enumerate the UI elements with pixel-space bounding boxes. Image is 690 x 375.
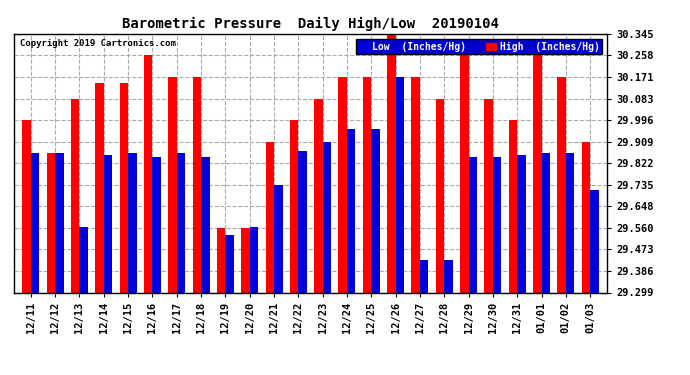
Bar	[31, 153, 39, 292]
Bar	[533, 55, 542, 292]
Bar	[323, 142, 331, 292]
Bar	[152, 157, 161, 292]
Bar	[484, 99, 493, 292]
Bar	[558, 77, 566, 292]
Bar	[104, 155, 112, 292]
Bar	[542, 153, 550, 292]
Bar	[590, 190, 599, 292]
Bar	[509, 120, 518, 292]
Bar	[22, 120, 31, 292]
Bar	[339, 77, 347, 292]
Bar	[241, 228, 250, 292]
Bar	[436, 99, 444, 292]
Bar	[55, 153, 63, 292]
Bar	[95, 83, 104, 292]
Bar	[71, 99, 79, 292]
Bar	[371, 129, 380, 292]
Bar	[469, 157, 477, 292]
Bar	[420, 260, 428, 292]
Bar	[314, 99, 323, 292]
Bar	[128, 153, 137, 292]
Bar	[347, 129, 355, 292]
Bar	[193, 77, 201, 292]
Bar	[144, 55, 152, 292]
Bar	[226, 236, 234, 292]
Bar	[177, 153, 185, 292]
Bar	[493, 157, 502, 292]
Bar	[411, 77, 420, 292]
Bar	[266, 142, 274, 292]
Bar	[119, 83, 128, 292]
Bar	[518, 155, 526, 292]
Bar	[168, 77, 177, 292]
Bar	[460, 55, 469, 292]
Bar	[444, 260, 453, 292]
Title: Barometric Pressure  Daily High/Low  20190104: Barometric Pressure Daily High/Low 20190…	[122, 17, 499, 31]
Bar	[363, 77, 371, 292]
Bar	[79, 227, 88, 292]
Bar	[274, 184, 282, 292]
Bar	[290, 120, 298, 292]
Bar	[395, 77, 404, 292]
Bar	[217, 228, 226, 292]
Bar	[250, 227, 258, 292]
Text: Copyright 2019 Cartronics.com: Copyright 2019 Cartronics.com	[20, 39, 176, 48]
Bar	[47, 153, 55, 292]
Legend: Low  (Inches/Hg), High  (Inches/Hg): Low (Inches/Hg), High (Inches/Hg)	[356, 39, 602, 54]
Bar	[201, 157, 210, 292]
Bar	[298, 151, 307, 292]
Bar	[566, 153, 574, 292]
Bar	[582, 142, 590, 292]
Bar	[387, 34, 395, 292]
